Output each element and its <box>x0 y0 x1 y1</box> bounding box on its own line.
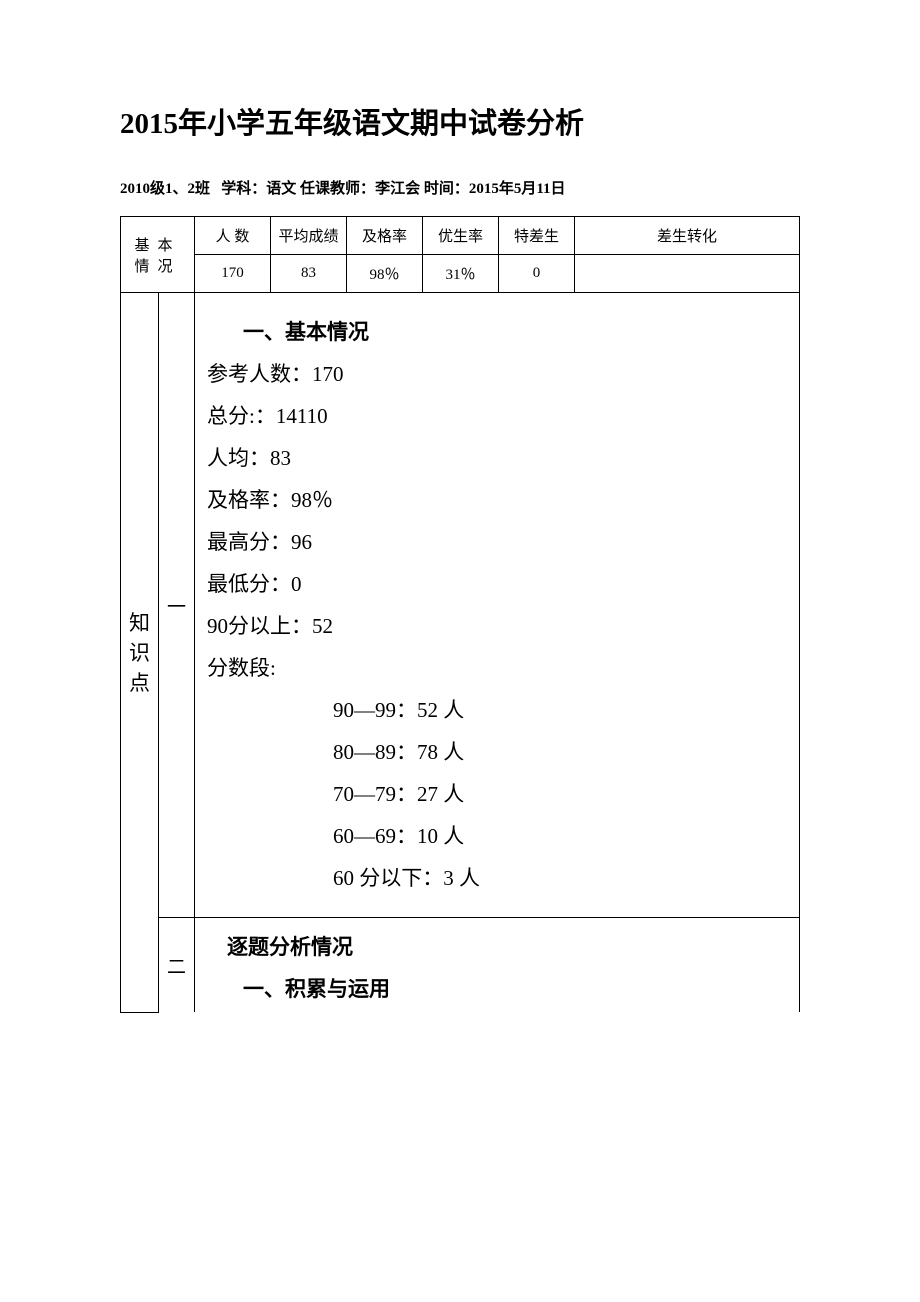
left-category-label: 知 识 点 <box>121 293 159 1013</box>
stats-value: 98％ <box>347 255 423 293</box>
stats-header-row: 基本情况 人 数 平均成绩 及格率 优生率 特差生 差生转化 <box>121 217 800 255</box>
stats-value <box>575 255 800 293</box>
stats-header: 特差生 <box>499 217 575 255</box>
content-line: 最高分：96 <box>207 521 791 563</box>
score-range-line: 90—99：52 人 <box>333 689 791 731</box>
content-line: 分数段: <box>207 647 791 689</box>
section-1-heading: 一、基本情况 <box>243 311 791 353</box>
stats-header: 人 数 <box>195 217 271 255</box>
content-line: 90分以上：52 <box>207 605 791 647</box>
content-line: 及格率：98％ <box>207 479 791 521</box>
section-2-heading-2: 一、积累与运用 <box>243 968 791 1010</box>
meta-info: 2010级1、2班 学科：语文 任课教师：李江会 时间：2015年5月11日 <box>120 174 800 204</box>
section-2-heading-1: 逐题分析情况 <box>227 926 791 968</box>
analysis-table: 基本情况 人 数 平均成绩 及格率 优生率 特差生 差生转化 170 83 98… <box>120 216 800 1013</box>
stats-header: 差生转化 <box>575 217 800 255</box>
content-row-2: 二 逐题分析情况 一、积累与运用 <box>121 918 800 1013</box>
section-marker-2: 二 <box>159 918 195 1013</box>
stats-value: 31％ <box>423 255 499 293</box>
class-label: 2010级1、2班 <box>120 181 210 197</box>
time-value: 2015年5月11日 <box>469 181 566 197</box>
stats-row-label: 基本情况 <box>121 217 195 293</box>
stats-value: 170 <box>195 255 271 293</box>
stats-header: 优生率 <box>423 217 499 255</box>
content-line: 人均：83 <box>207 437 791 479</box>
teacher-value: 李江会 <box>375 181 420 197</box>
stats-value: 0 <box>499 255 575 293</box>
section-marker-1: 一 <box>159 293 195 918</box>
page-title: 2015年小学五年级语文期中试卷分析 <box>120 100 800 142</box>
stats-header: 及格率 <box>347 217 423 255</box>
subject-label: 学科： <box>221 181 266 197</box>
stats-value: 83 <box>271 255 347 293</box>
time-label: 时间： <box>424 181 469 197</box>
section-2-content: 逐题分析情况 一、积累与运用 <box>195 918 800 1013</box>
score-range-line: 80—89：78 人 <box>333 731 791 773</box>
content-row-1: 知 识 点 一 一、基本情况 参考人数：170 总分:：14110 人均：83 … <box>121 293 800 918</box>
score-range-line: 60 分以下：3 人 <box>333 857 791 899</box>
content-line: 最低分：0 <box>207 563 791 605</box>
content-line: 总分:：14110 <box>207 395 791 437</box>
section-1-content: 一、基本情况 参考人数：170 总分:：14110 人均：83 及格率：98％ … <box>195 293 800 918</box>
stats-value-row: 170 83 98％ 31％ 0 <box>121 255 800 293</box>
content-line: 参考人数：170 <box>207 353 791 395</box>
teacher-label: 任课教师： <box>300 181 375 197</box>
stats-header: 平均成绩 <box>271 217 347 255</box>
subject-value: 语文 <box>266 181 296 197</box>
score-range-line: 60—69：10 人 <box>333 815 791 857</box>
score-range-line: 70—79：27 人 <box>333 773 791 815</box>
